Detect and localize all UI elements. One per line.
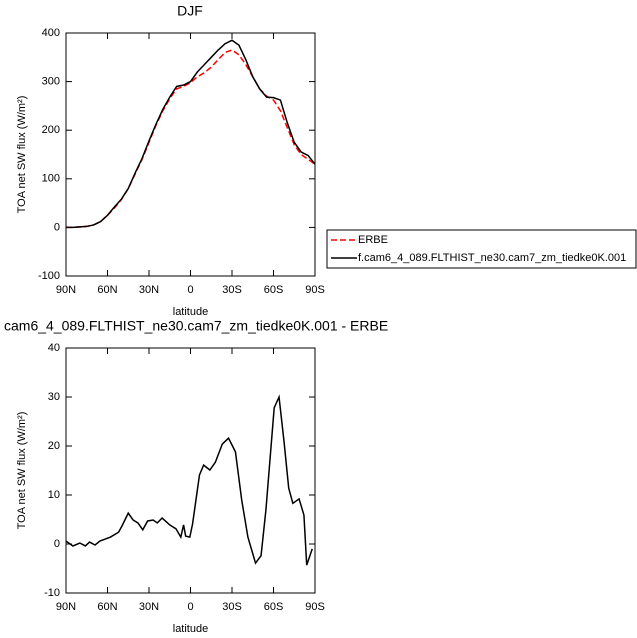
chart-title: cam6_4_089.FLTHIST_ne30.cam7_zm_tiedke0K… <box>4 318 388 334</box>
data-line <box>66 39 316 229</box>
y-tick-label: 100 <box>42 173 60 185</box>
chart-title: DJF <box>177 3 203 19</box>
x-tick-label: 60S <box>264 284 284 296</box>
x-tick-label: 90N <box>56 284 76 296</box>
data-line <box>66 49 316 229</box>
y-tick-label: 200 <box>42 124 60 136</box>
x-tick-label: 30N <box>139 284 159 296</box>
y-tick-label: -10 <box>44 587 60 599</box>
y-tick-label: 400 <box>42 27 60 39</box>
x-tick-label: 60N <box>97 601 117 613</box>
y-tick-label: -100 <box>38 270 60 282</box>
plot-frame <box>65 32 316 277</box>
x-tick-label: 0 <box>187 284 193 296</box>
x-tick-label: 0 <box>187 601 193 613</box>
y-axis-label: TOA net SW flux (W/m²) <box>16 412 28 530</box>
plot-frame <box>65 347 316 594</box>
y-tick-label: 300 <box>42 76 60 88</box>
x-tick-label: 30S <box>222 284 242 296</box>
x-axis-label: latitude <box>173 306 208 318</box>
data-line <box>65 394 313 566</box>
y-tick-label: 0 <box>54 538 60 550</box>
x-tick-label: 90S <box>305 284 325 296</box>
x-tick-label: 30N <box>139 601 159 613</box>
y-tick-label: 10 <box>48 489 60 501</box>
legend-label: ERBE <box>358 234 388 246</box>
x-tick-label: 60N <box>97 284 117 296</box>
legend-label: f.cam6_4_089.FLTHIST_ne30.cam7_zm_tiedke… <box>358 252 626 264</box>
x-axis-label: latitude <box>173 623 208 635</box>
y-tick-label: 0 <box>54 221 60 233</box>
x-tick-label: 30S <box>222 601 242 613</box>
x-tick-label: 90N <box>56 601 76 613</box>
legend-box <box>326 229 637 269</box>
y-tick-label: 40 <box>48 342 60 354</box>
y-tick-label: 30 <box>48 391 60 403</box>
x-tick-label: 90S <box>305 601 325 613</box>
y-axis-label: TOA net SW flux (W/m²) <box>16 96 28 214</box>
y-tick-label: 20 <box>48 440 60 452</box>
x-tick-label: 60S <box>264 601 284 613</box>
